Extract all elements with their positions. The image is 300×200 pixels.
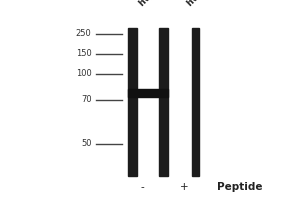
Text: human kidney: human kidney	[138, 0, 195, 8]
Text: 50: 50	[81, 140, 92, 148]
Text: Peptide: Peptide	[217, 182, 263, 192]
Text: 250: 250	[76, 29, 91, 38]
Text: +: +	[180, 182, 189, 192]
Bar	[128, 89, 168, 97]
Text: 150: 150	[76, 49, 91, 58]
Text: -: -	[141, 182, 144, 192]
Bar	[192, 28, 199, 176]
Text: 70: 70	[81, 96, 92, 104]
Text: human kidney: human kidney	[186, 0, 243, 8]
Bar	[159, 28, 168, 176]
Bar	[128, 28, 136, 176]
Text: 100: 100	[76, 70, 91, 78]
